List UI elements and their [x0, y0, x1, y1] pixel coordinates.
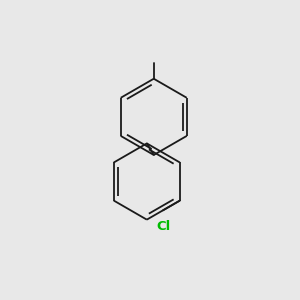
Text: Cl: Cl [157, 220, 171, 232]
